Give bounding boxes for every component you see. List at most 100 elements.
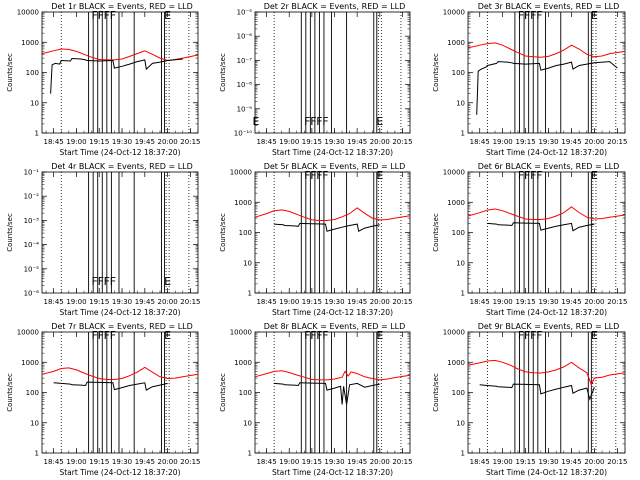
- x-tick-label: 18:45: [470, 458, 490, 466]
- panel-det-1: Det 1r BLACK = Events, RED = LLD Counts/s…: [6, 2, 200, 157]
- events-series-line: [479, 383, 595, 401]
- lld-series-line: [41, 366, 199, 380]
- x-tick-label: 19:15: [516, 138, 536, 146]
- y-tick-label: 10000: [17, 9, 39, 17]
- y-axis-label: Counts/sec: [432, 373, 440, 412]
- x-tick-label: 18:45: [44, 458, 64, 466]
- y-tick-label: 10000: [443, 9, 465, 17]
- panel-det-3: Det 3r BLACK = Events, RED = LLD Counts/s…: [432, 2, 627, 157]
- flag-f: F: [322, 329, 328, 342]
- x-tick-label: 19:45: [561, 138, 581, 146]
- y-tick-label: 10: [30, 99, 39, 107]
- lld-series-line: [467, 206, 626, 220]
- flag-f: F: [518, 9, 524, 22]
- x-tick-label: 19:30: [112, 458, 132, 466]
- flag-f: F: [310, 169, 316, 182]
- y-tick-label: 100: [26, 69, 39, 77]
- x-tick-label: 18:45: [44, 138, 64, 146]
- panel-det-5: Det 5r BLACK = Events, RED = LLD Counts/s…: [219, 162, 413, 317]
- panel-title: Det 7r BLACK = Events, RED = LLD: [51, 322, 193, 331]
- y-tick-label: 10⁻⁶: [237, 33, 253, 41]
- x-tick-label: 19:15: [516, 458, 536, 466]
- flag-f: F: [98, 275, 104, 288]
- x-tick-label: 18:45: [256, 298, 276, 306]
- panel-det-7: Det 7r BLACK = Events, RED = LLD Counts/s…: [6, 322, 200, 477]
- x-tick-label: 20:00: [158, 298, 178, 306]
- y-tick-label: 10000: [230, 169, 252, 177]
- lld-series-line: [41, 48, 199, 62]
- y-axis-label: Counts/sec: [219, 53, 227, 92]
- x-tick-label: 20:00: [370, 458, 390, 466]
- lld-series-line: [467, 42, 626, 58]
- x-tick-label: 20:15: [180, 298, 200, 306]
- y-tick-label: 10⁻⁸: [237, 81, 253, 89]
- flag-f: F: [110, 275, 116, 288]
- y-tick-label: 10⁻¹⁰: [234, 130, 252, 138]
- flag-e: E: [376, 329, 383, 342]
- flag-f: F: [310, 115, 316, 128]
- panel-title: Det 8r BLACK = Events, RED = LLD: [264, 322, 406, 331]
- y-tick-label: 10000: [443, 169, 465, 177]
- x-tick-label: 20:00: [370, 298, 390, 306]
- x-tick-label: 18:45: [470, 138, 490, 146]
- x-tick-label: 19:30: [538, 138, 558, 146]
- x-tick-label: 20:15: [392, 138, 412, 146]
- panel-title: Det 3r BLACK = Events, RED = LLD: [478, 2, 620, 11]
- plot-frame: [254, 11, 411, 134]
- y-tick-label: 10: [30, 419, 39, 427]
- x-tick-label: 18:45: [256, 458, 276, 466]
- flag-f: F: [304, 329, 310, 342]
- x-tick-label: 20:00: [158, 138, 178, 146]
- x-tick-label: 19:45: [135, 298, 155, 306]
- flag-f: F: [530, 169, 536, 182]
- flag-e: E: [591, 9, 598, 22]
- x-tick-label: 19:15: [302, 458, 322, 466]
- x-axis-label: Start Time (24-Oct-12 18:37:20): [486, 148, 607, 157]
- flag-f: F: [304, 169, 310, 182]
- y-tick-label: 1000: [447, 199, 465, 207]
- flag-f: F: [316, 169, 322, 182]
- x-tick-label: 20:15: [180, 458, 200, 466]
- y-tick-label: 10⁻⁹: [237, 105, 253, 113]
- y-tick-label: 1: [35, 130, 39, 138]
- flag-e: E: [164, 275, 171, 288]
- flag-e: E: [376, 169, 383, 182]
- x-tick-label: 19:45: [347, 298, 367, 306]
- panel-title: Det 2r BLACK = Events, RED = LLD: [264, 2, 406, 11]
- flag-f: F: [524, 169, 530, 182]
- y-tick-label: 10000: [443, 329, 465, 337]
- flag-f: F: [98, 329, 104, 342]
- flag-f: F: [304, 115, 310, 128]
- y-tick-label: 1000: [21, 359, 39, 367]
- flag-f: F: [98, 9, 104, 22]
- flag-f: F: [310, 329, 316, 342]
- flag-f: F: [518, 329, 524, 342]
- panel-det-9: Det 9r BLACK = Events, RED = LLD Counts/s…: [432, 322, 627, 477]
- flag-f: F: [536, 9, 542, 22]
- y-tick-label: 10⁻⁷: [237, 57, 253, 65]
- flag-f: F: [316, 115, 322, 128]
- x-tick-label: 20:00: [584, 138, 604, 146]
- x-tick-label: 20:00: [158, 458, 178, 466]
- lld-series-line: [254, 207, 411, 221]
- x-tick-label: 19:45: [135, 138, 155, 146]
- x-tick-label: 19:30: [324, 298, 344, 306]
- y-tick-label: 100: [26, 389, 39, 397]
- panel-det-4: Det 4r BLACK = Events, RED = LLD Counts/s…: [6, 162, 200, 317]
- x-tick-label: 19:00: [279, 138, 299, 146]
- x-tick-label: 20:00: [370, 138, 390, 146]
- events-series-line: [274, 222, 380, 232]
- x-tick-label: 19:45: [561, 298, 581, 306]
- x-tick-label: 19:30: [538, 298, 558, 306]
- x-tick-label: 19:00: [279, 458, 299, 466]
- x-tick-label: 18:45: [256, 138, 276, 146]
- flag-e: E: [591, 329, 598, 342]
- events-series-line: [476, 61, 618, 115]
- y-tick-label: 1000: [234, 199, 252, 207]
- y-tick-label: 1: [35, 450, 39, 458]
- y-tick-label: 1000: [234, 359, 252, 367]
- x-tick-label: 19:30: [324, 138, 344, 146]
- flag-e: E: [591, 169, 598, 182]
